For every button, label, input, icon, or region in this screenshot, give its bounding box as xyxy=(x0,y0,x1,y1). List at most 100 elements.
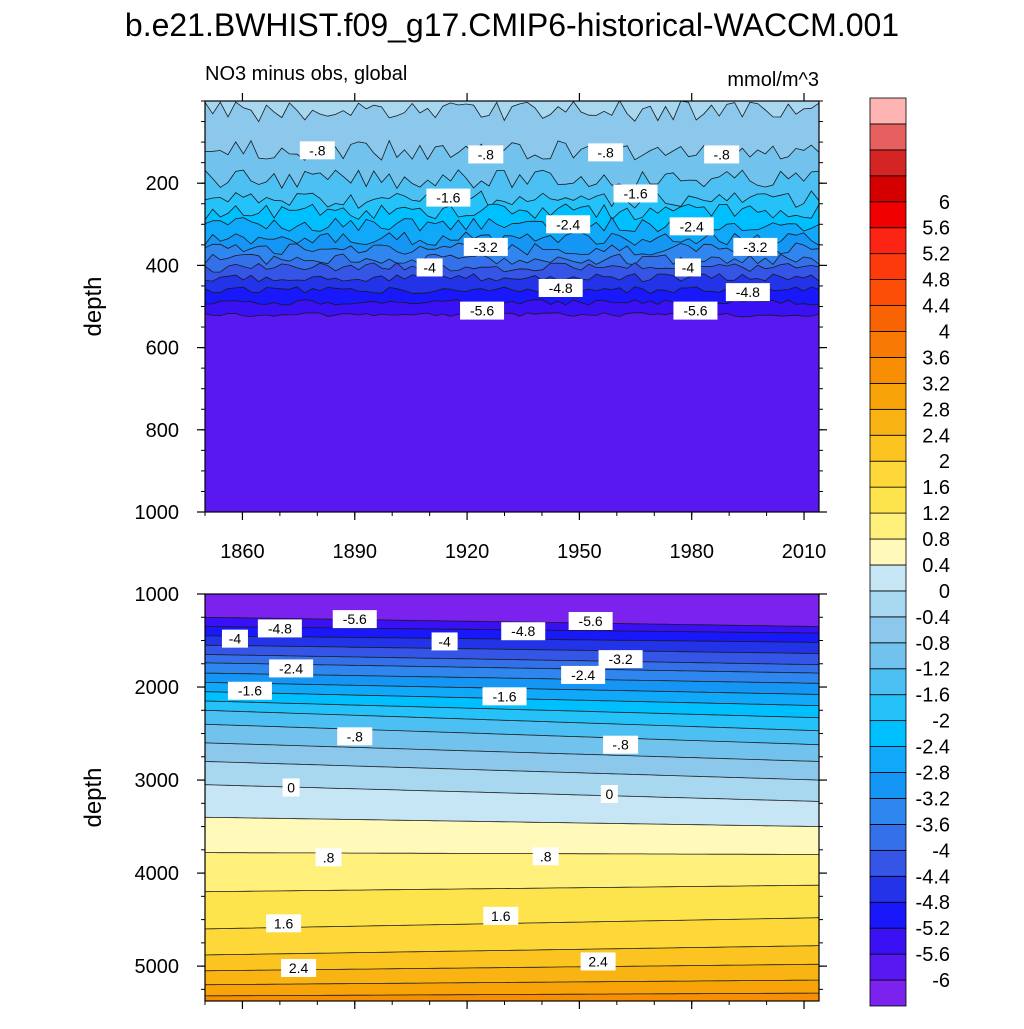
colorbar-swatch xyxy=(869,305,907,332)
colorbar-swatch xyxy=(869,201,907,229)
colorbar-label: 5.6 xyxy=(922,218,950,240)
colorbar-swatch xyxy=(869,642,907,670)
colorbar-label: 1.6 xyxy=(922,477,950,499)
contour-line xyxy=(205,742,819,762)
contour-line xyxy=(205,286,819,294)
contour-label: -4 xyxy=(416,258,443,277)
contour-line xyxy=(205,723,819,746)
colorbar-label: -2.4 xyxy=(916,737,950,759)
colorbar-swatch xyxy=(869,538,907,566)
x-tick-label: 1980 xyxy=(669,541,714,563)
contour-line xyxy=(205,992,819,997)
contour-line xyxy=(205,190,819,209)
contour-label: -5.6 xyxy=(332,610,377,629)
contour-label: -.8 xyxy=(603,735,639,754)
contour-line xyxy=(205,101,819,123)
contour-label-text: -4.8 xyxy=(549,280,573,296)
contour-label: -4.8 xyxy=(538,279,583,298)
contour-label: -1.6 xyxy=(227,681,272,700)
colorbar-swatch xyxy=(869,253,907,281)
contour-label-text: -.8 xyxy=(612,737,629,753)
plot-frame xyxy=(204,593,820,1002)
colorbar-swatch xyxy=(869,486,907,514)
contour-label: 0 xyxy=(600,785,618,804)
colorbar-label: 6 xyxy=(939,192,950,214)
colorbar-swatch xyxy=(869,849,907,877)
colorbar-swatch xyxy=(869,227,907,255)
contour-label: -.8 xyxy=(299,141,335,160)
y-tick-label: 5000 xyxy=(135,956,180,978)
contour-label: -1.6 xyxy=(613,184,658,203)
contour-line xyxy=(205,203,819,221)
contour-line xyxy=(205,761,819,781)
colorbar-swatch xyxy=(869,720,907,747)
colorbar-swatch xyxy=(869,875,907,903)
colorbar-swatch xyxy=(869,357,907,384)
x-tick-label: 1950 xyxy=(557,541,602,563)
colorbar-swatch xyxy=(869,97,907,125)
contour-label-text: -2.4 xyxy=(680,218,704,234)
contour-label-text: 1.6 xyxy=(274,915,294,931)
contour-label-text: 2.4 xyxy=(588,953,608,969)
contour-label-text: 1.6 xyxy=(491,908,511,924)
contour-label: -2.4 xyxy=(546,215,591,234)
contour-line xyxy=(205,262,819,273)
colorbar-label: -4.4 xyxy=(916,866,950,888)
contour-label: -4 xyxy=(431,632,458,651)
contour-label-text: -4 xyxy=(682,259,695,275)
x-tick-label: 2010 xyxy=(782,541,827,563)
contour-label-text: -4.8 xyxy=(268,620,292,636)
contour-label: 2.4 xyxy=(580,952,616,971)
contour-label: -2.4 xyxy=(669,217,714,236)
colorbar-swatch xyxy=(869,512,907,540)
contour-line xyxy=(205,231,819,246)
contour-label-text: -2.4 xyxy=(556,216,580,232)
contour-label-text: .8 xyxy=(323,849,335,865)
contour-label-text: -4.8 xyxy=(511,623,535,639)
contour-label-text: 0 xyxy=(287,779,295,795)
contour-label: -4.8 xyxy=(257,619,302,638)
colorbar-swatch xyxy=(869,434,907,462)
colorbar: -6 -5.6 -5.2 -4.8 -4.4 -4 -3.6 -3.2 -2.8 -2.4 -2 -1… xyxy=(869,97,950,1007)
colorbar-swatch xyxy=(869,927,907,955)
contour-line xyxy=(205,784,819,802)
colorbar-label: -3.2 xyxy=(916,789,950,811)
contour-line xyxy=(205,273,819,283)
contour-label: -.8 xyxy=(337,727,373,746)
colorbar-swatch xyxy=(869,149,907,177)
colorbar-label: 2 xyxy=(939,451,950,473)
contour-line xyxy=(205,616,819,627)
contour-label-text: -4.8 xyxy=(736,284,760,300)
colorbar-swatch xyxy=(869,746,907,773)
colorbar-label: -0.8 xyxy=(916,633,950,655)
contour-label: -5.6 xyxy=(673,301,718,320)
colorbar-label: -2.8 xyxy=(916,763,950,785)
contour-label-text: -5.6 xyxy=(683,303,707,319)
y-tick-label: 3000 xyxy=(135,770,180,792)
colorbar-label: -1.2 xyxy=(916,659,950,681)
contour-line xyxy=(205,700,819,719)
colorbar-swatch xyxy=(869,382,907,410)
contour-label-text: -4 xyxy=(229,631,242,647)
chart-title: b.e21.BWHIST.f09_g17.CMIP6-historical-WA… xyxy=(125,7,899,43)
colorbar-swatch xyxy=(869,798,907,825)
colorbar-swatch xyxy=(869,772,907,799)
contour-label-text: -1.6 xyxy=(238,683,262,699)
contour-label-text: -5.6 xyxy=(343,611,367,627)
colorbar-swatch xyxy=(869,123,907,151)
contour-line xyxy=(205,253,819,266)
y-axis-label: depth xyxy=(80,276,107,336)
colorbar-label: 5.2 xyxy=(922,244,950,266)
colorbar-label: 1.2 xyxy=(922,503,950,525)
colorbar-label: 4 xyxy=(939,322,950,344)
contour-label: -4.8 xyxy=(725,283,770,302)
contour-label-text: -4 xyxy=(438,633,451,649)
colorbar-label: -6 xyxy=(932,970,950,992)
contour-label-text: -4 xyxy=(423,259,436,275)
contour-label: -5.6 xyxy=(460,301,505,320)
colorbar-swatch xyxy=(869,979,907,1007)
contour-label: .8 xyxy=(315,848,342,867)
colorbar-swatch xyxy=(869,901,907,929)
contour-label-text: .8 xyxy=(540,848,552,864)
colorbar-label: 3.6 xyxy=(922,347,950,369)
